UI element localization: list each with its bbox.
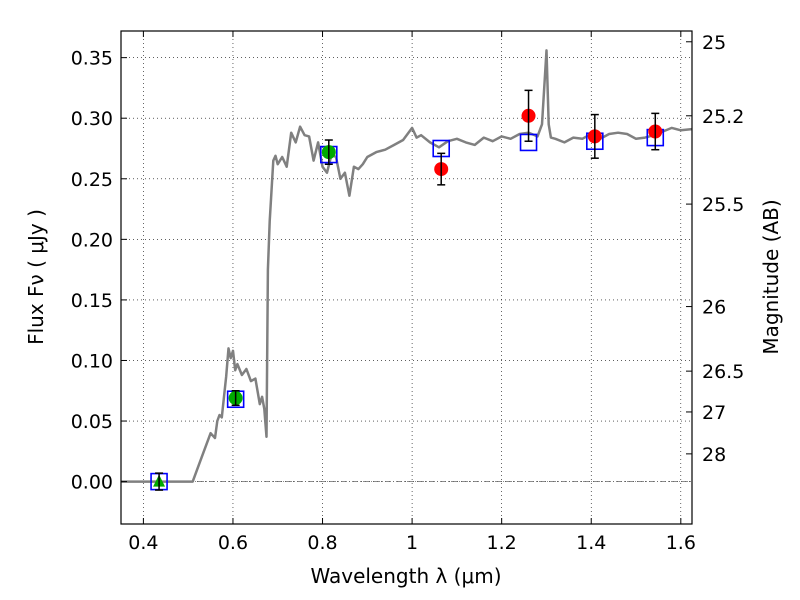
x-tick-label: 0.4	[128, 532, 158, 554]
right-tick-label: 28	[702, 444, 726, 466]
x-axis-label: Wavelength λ (μm)	[310, 564, 501, 588]
y-tick-label: 0.15	[71, 290, 113, 312]
plot-marks	[121, 49, 692, 491]
y-tick-label: 0.05	[71, 411, 113, 433]
y-tick-label: 0.10	[71, 350, 113, 372]
sed-template-line	[121, 49, 692, 483]
y-tick-label: 0.30	[71, 108, 113, 130]
right-axis-label: Magnitude (AB)	[759, 199, 783, 354]
right-tick-label: 27	[702, 402, 726, 424]
axes: 0.4 0.6 0.8 1 1.2 1.4 1.6 0.00 0.05 0.10 0.15 0.20 0…	[71, 31, 744, 554]
y-tick-label: 0.25	[71, 169, 113, 191]
x-tick-label: 1.2	[487, 532, 517, 554]
x-tick-label: 1.4	[576, 532, 606, 554]
grid-lines	[121, 31, 692, 524]
right-tick-label: 25	[702, 32, 726, 54]
y-tick-label: 0.35	[71, 48, 113, 70]
right-tick-label: 25.2	[702, 106, 744, 128]
x-tick-label: 1.6	[666, 532, 696, 554]
plot-frame	[120, 30, 693, 525]
right-tick-label: 25.5	[702, 194, 744, 216]
right-tick-label: 26	[702, 297, 726, 319]
right-tick-label: 26.5	[702, 361, 744, 383]
x-tick-label: 0.8	[307, 532, 337, 554]
y-tick-label: 0.20	[71, 229, 113, 251]
x-tick-label: 0.6	[218, 532, 248, 554]
x-tick-label: 1	[406, 532, 418, 554]
y-tick-label: 0.00	[71, 472, 113, 494]
y-axis-label: Flux Fν ( μJy )	[24, 209, 48, 345]
